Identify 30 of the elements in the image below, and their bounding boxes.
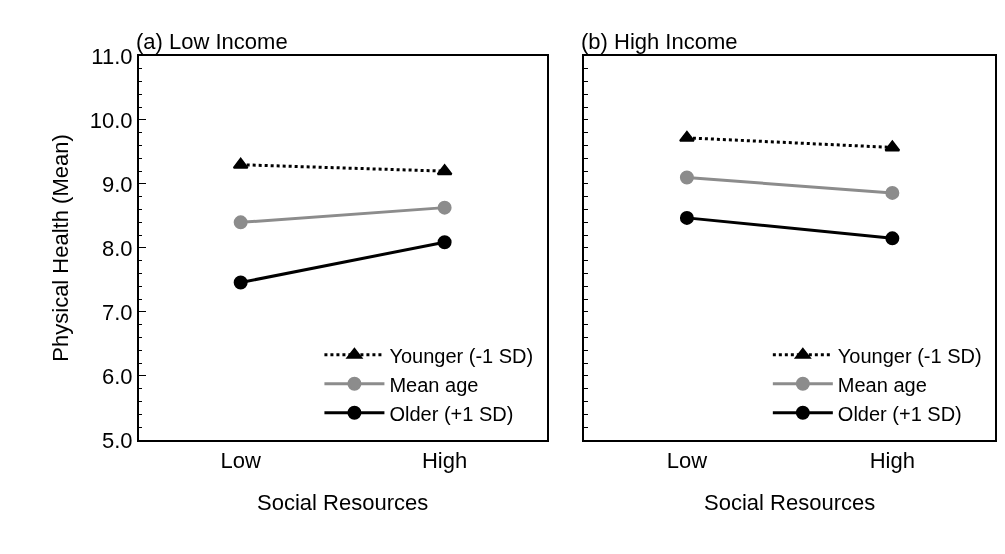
legend-label: Mean age xyxy=(389,373,479,396)
y-tick-label: 8.0 xyxy=(101,235,133,261)
legend-label: Older (+1 SD) xyxy=(837,402,962,425)
point xyxy=(679,210,694,225)
chart-title: (a) Low Income xyxy=(136,29,288,54)
point xyxy=(233,275,248,290)
y-tick-label: 9.0 xyxy=(101,171,133,197)
x-tick-label: Low xyxy=(666,448,708,474)
x-tick-label: High xyxy=(869,448,915,474)
y-tick-label: 6.0 xyxy=(101,363,133,389)
point xyxy=(233,215,248,230)
x-axis-title: Social Resources xyxy=(257,489,429,515)
point xyxy=(437,235,452,250)
legend-label: Older (+1 SD) xyxy=(389,402,514,425)
point xyxy=(885,231,900,246)
y-axis-title: Physical Health (Mean) xyxy=(48,134,74,362)
point xyxy=(437,200,452,215)
chart-title: (b) High Income xyxy=(581,29,738,54)
y-tick-label: 7.0 xyxy=(101,299,133,325)
x-axis-title: Social Resources xyxy=(704,489,876,515)
point xyxy=(679,170,694,185)
x-tick-label: Low xyxy=(220,448,261,474)
x-tick-label: High xyxy=(421,448,468,474)
point xyxy=(885,185,900,200)
legend-label: Younger (-1 SD) xyxy=(389,344,534,367)
y-tick-label: 5.0 xyxy=(101,427,133,453)
legend-label: Younger (-1 SD) xyxy=(837,344,982,367)
y-tick-label: 10.0 xyxy=(89,107,133,133)
y-tick-label: 11.0 xyxy=(91,43,133,69)
legend-label: Mean age xyxy=(837,373,927,396)
